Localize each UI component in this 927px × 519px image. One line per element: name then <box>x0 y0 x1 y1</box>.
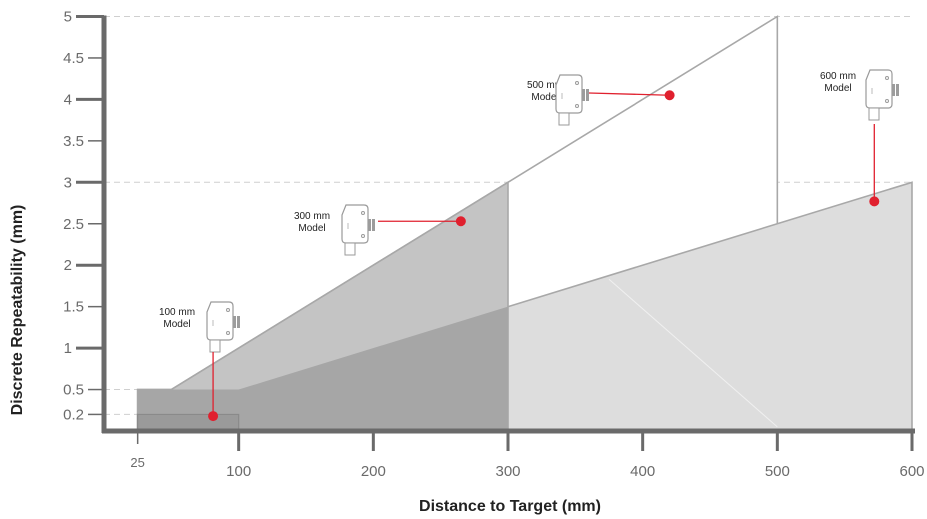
marker-100-mm <box>208 411 218 421</box>
sensor-connector <box>559 113 569 125</box>
x-tick-label-100: 100 <box>226 463 251 480</box>
model-label-100-mm-1: Model <box>163 319 190 330</box>
y-tick-label-0.2: 0.2 <box>63 406 84 423</box>
x-tick-label-200: 200 <box>361 463 386 480</box>
y-tick-label-3: 3 <box>64 174 72 191</box>
sensor-icon <box>866 70 899 120</box>
y-tick-label-0.5: 0.5 <box>63 382 84 399</box>
x-tick-label-300: 300 <box>495 463 520 480</box>
x-tick-label-25: 25 <box>130 455 144 470</box>
model-label-600-mm-0: 600 mm <box>820 71 856 82</box>
marker-500-mm <box>665 90 675 100</box>
sensor-icon <box>207 302 240 352</box>
x-tick-label-400: 400 <box>630 463 655 480</box>
y-tick-label-2.5: 2.5 <box>63 216 84 233</box>
sensor-connector <box>210 340 220 352</box>
y-tick-label-2: 2 <box>64 257 72 274</box>
model-label-600-mm-1: Model <box>824 83 851 94</box>
marker-300-mm <box>456 216 466 226</box>
y-tick-label-3.5: 3.5 <box>63 133 84 150</box>
sensor-icon <box>556 75 589 125</box>
y-axis-title: Discrete Repeatability (mm) <box>9 205 26 416</box>
sensor-connector <box>345 243 355 255</box>
sensor-connector <box>869 108 879 120</box>
y-tick-label-5: 5 <box>64 9 72 26</box>
model-label-500-mm-1: Model <box>531 92 558 103</box>
y-tick-label-4.5: 4.5 <box>63 50 84 67</box>
y-tick-label-1: 1 <box>64 340 72 357</box>
x-tick-label-500: 500 <box>765 463 790 480</box>
x-axis-title: Distance to Target (mm) <box>419 498 601 515</box>
model-label-300-mm-0: 300 mm <box>294 211 330 222</box>
x-tick-label-600: 600 <box>899 463 924 480</box>
y-tick-label-1.5: 1.5 <box>63 299 84 316</box>
marker-600-mm <box>869 196 879 206</box>
sensor-icon <box>342 205 375 255</box>
y-tick-label-4: 4 <box>64 91 72 108</box>
model-label-100-mm-0: 100 mm <box>159 307 195 318</box>
range-areas <box>138 17 912 432</box>
model-label-300-mm-1: Model <box>298 223 325 234</box>
